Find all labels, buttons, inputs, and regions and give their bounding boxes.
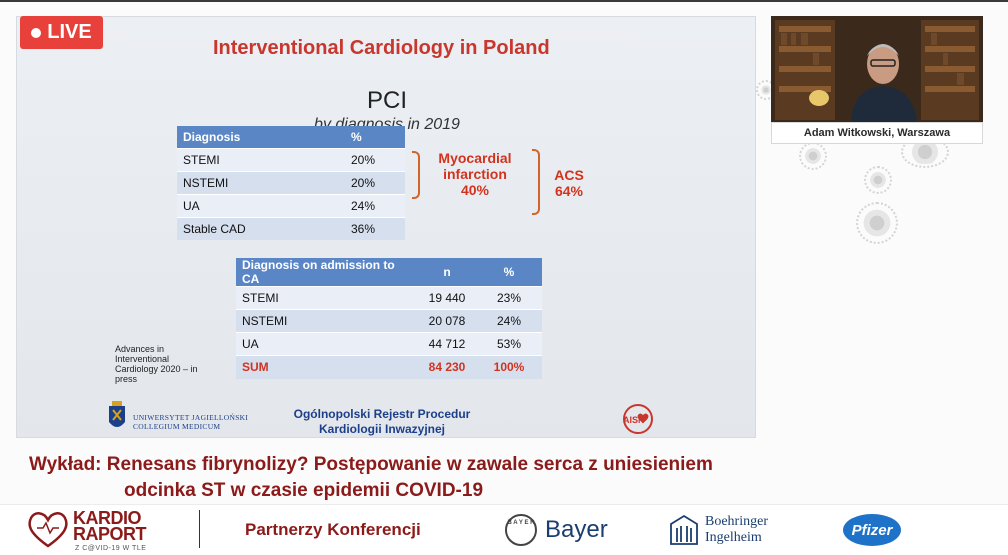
table-cell: 24% xyxy=(345,193,405,217)
table-cell: 100% xyxy=(476,355,542,379)
sponsor-footer xyxy=(0,504,1008,555)
live-badge-label: LIVE xyxy=(47,21,92,43)
boehringer-logo-icon xyxy=(670,514,698,545)
heart-logo-icon xyxy=(28,512,68,548)
table-header: n xyxy=(418,258,476,287)
live-badge: LIVE xyxy=(20,16,103,49)
bayer-logo-text: Bayer xyxy=(545,516,608,543)
table-cell: 84 230 xyxy=(418,355,476,379)
acs-line: 64% xyxy=(554,183,584,199)
lecture-title-line: odcinka ST w czasie epidemii COVID-19 xyxy=(124,480,484,501)
table-sum-row: SUM 84 230 100% xyxy=(236,355,542,379)
admission-table: Diagnosis on admission to CA n % STEMI 1… xyxy=(236,258,542,379)
citation-text: Advances in Interventional Cardiology 20… xyxy=(115,344,198,384)
table-row: UA 24% xyxy=(177,193,405,217)
mi-line: Myocardial xyxy=(438,150,512,166)
boehringer-logo-text: Boehringer Ingelheim xyxy=(705,514,768,546)
table-header: % xyxy=(476,258,542,287)
bayer-cross-icon: B A Y E R xyxy=(505,514,537,546)
university-name: UNIWERSYTET JAGIELLOŃSKI COLLEGIUM MEDIC… xyxy=(133,413,248,431)
footer-divider xyxy=(199,510,200,548)
acs-label: ACS 64% xyxy=(549,167,589,199)
virus-decoration xyxy=(799,142,827,170)
diagnosis-table: Diagnosis % STEMI 20% NSTEMI 20% UA 24% … xyxy=(177,126,405,240)
table-row: UA 44 712 53% xyxy=(236,332,542,356)
university-crest-icon xyxy=(109,401,125,427)
lecture-title: Wykład: Renesans fibrynolizy? Postępowan… xyxy=(29,452,713,504)
aisn-logo-icon: AISN xyxy=(623,404,653,434)
table-cell: STEMI xyxy=(177,147,345,171)
brand-line: RAPORT xyxy=(73,524,147,544)
lecture-title-line: Wykład: Renesans fibrynolizy? Postępowan… xyxy=(29,454,713,475)
table-cell: 20% xyxy=(345,147,405,171)
pfizer-logo: Pfizer xyxy=(843,514,901,546)
registry-line: Ogólnopolski Rejestr Procedur xyxy=(293,407,471,421)
aisn-logo-text: AISN xyxy=(623,415,645,425)
registry-line: Kardiologii Inwazyjnej xyxy=(318,422,446,436)
table-cell: 53% xyxy=(476,332,542,356)
mi-bracket xyxy=(412,151,420,199)
university-line: COLLEGIUM MEDICUM xyxy=(133,422,221,431)
table-cell: UA xyxy=(236,332,418,356)
table-cell: STEMI xyxy=(236,286,418,310)
table-cell: 36% xyxy=(345,216,405,240)
live-dot-icon xyxy=(31,27,42,38)
brand-subtitle: Z C@VID-19 W TLE xyxy=(75,545,147,552)
mi-line: 40% xyxy=(460,182,490,198)
table-cell: UA xyxy=(177,193,345,217)
table-cell: NSTEMI xyxy=(236,309,418,333)
slide-title: Interventional Cardiology in Poland xyxy=(213,37,550,59)
partners-label: Partnerzy Konferencji xyxy=(245,520,421,539)
table-row: NSTEMI 20% xyxy=(177,170,405,194)
university-line: UNIWERSYTET JAGIELLOŃSKI xyxy=(133,413,249,422)
speaker-video[interactable] xyxy=(771,16,983,122)
boehringer-line: Boehringer xyxy=(705,514,768,529)
presentation-slide: Interventional Cardiology in Poland PCI … xyxy=(16,16,756,438)
table-row: STEMI 19 440 23% xyxy=(236,286,542,310)
myocardial-infarction-label: Myocardial infarction 40% xyxy=(429,150,521,198)
virus-decoration xyxy=(856,202,898,244)
table-row: STEMI 20% xyxy=(177,147,405,171)
kardioraport-brand: KARDIO RAPORT xyxy=(73,508,147,544)
registry-name: Ogólnopolski Rejestr Procedur Kardiologi… xyxy=(272,407,492,437)
virus-decoration xyxy=(864,166,892,194)
table-header-row: Diagnosis % xyxy=(177,126,405,148)
boehringer-line: Ingelheim xyxy=(705,530,762,545)
acs-bracket xyxy=(532,149,540,215)
table-cell: 23% xyxy=(476,286,542,310)
table-header-row: Diagnosis on admission to CA n % xyxy=(236,258,542,287)
table-cell: NSTEMI xyxy=(177,170,345,194)
table-header: Diagnosis xyxy=(177,126,345,148)
table-cell: 19 440 xyxy=(418,286,476,310)
brand-line: KARDIO xyxy=(73,508,142,528)
table-cell: 20% xyxy=(345,170,405,194)
table-header: Diagnosis on admission to CA xyxy=(236,258,418,287)
table-cell: SUM xyxy=(236,355,418,379)
mi-line: infarction xyxy=(443,166,507,182)
speaker-video-frame xyxy=(771,16,983,122)
table-row: NSTEMI 20 078 24% xyxy=(236,309,542,333)
table-cell: 24% xyxy=(476,309,542,333)
top-border xyxy=(0,0,1008,2)
table-cell: Stable CAD xyxy=(177,216,345,240)
acs-line: ACS xyxy=(554,167,584,183)
table-cell: 44 712 xyxy=(418,332,476,356)
table-row: Stable CAD 36% xyxy=(177,216,405,240)
slide-heading: PCI xyxy=(366,87,407,114)
table-header: % xyxy=(345,126,405,148)
speaker-caption: Adam Witkowski, Warszawa xyxy=(771,122,983,144)
table-cell: 20 078 xyxy=(418,309,476,333)
